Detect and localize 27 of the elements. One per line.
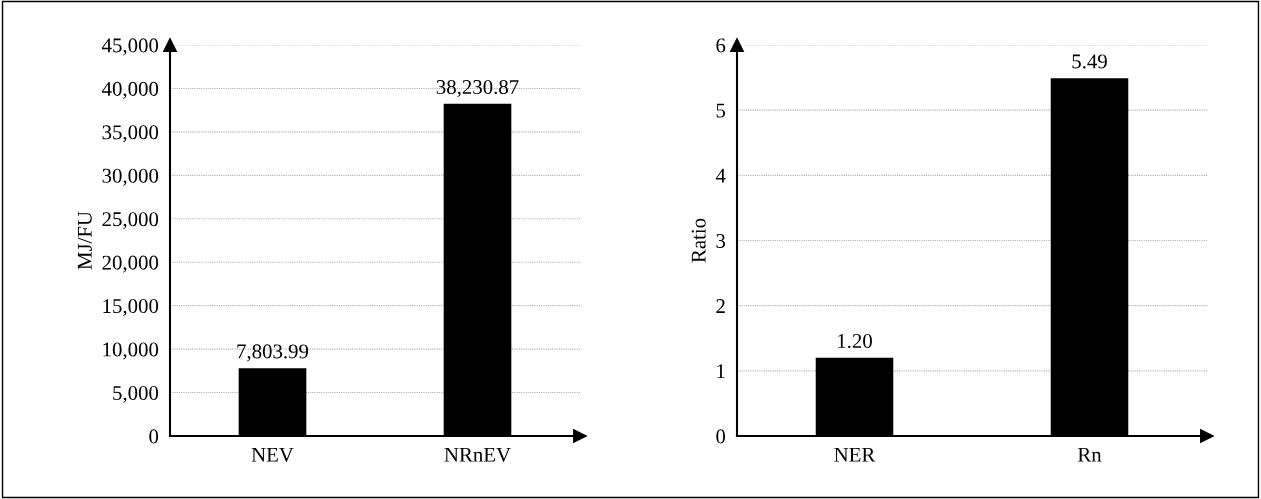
y-tick-label: 45,000 <box>102 38 159 56</box>
y-tick-label: 1 <box>717 364 725 379</box>
x-tick-label: Rn <box>1077 447 1102 462</box>
x-tick-label: NER <box>834 447 876 462</box>
x-tick-label: NRnEV <box>444 447 511 462</box>
data-label: 1.20 <box>838 333 872 349</box>
y-tick-label: 30,000 <box>102 168 159 186</box>
y-tick-label: 35,000 <box>102 125 159 143</box>
y-tick-label: 4 <box>715 168 726 183</box>
y-tick-label: 6 <box>716 38 726 53</box>
y-tick-label: 25,000 <box>102 212 159 230</box>
data-label: 38,230.87 <box>436 79 519 98</box>
y-tick-label: 2 <box>716 299 725 313</box>
y-tick-label: 20,000 <box>102 255 159 273</box>
y-tick-label: 5,000 <box>113 385 159 403</box>
y-tick-label: 3 <box>716 233 726 248</box>
y-tick-label: 40,000 <box>102 81 159 99</box>
x-tick-label: NEV <box>251 447 294 462</box>
y-tick-label: 0 <box>149 429 159 444</box>
y-tick-label: 0 <box>716 429 726 444</box>
data-label: 7,803.99 <box>237 344 309 362</box>
y-axis-title: Ratio <box>691 218 706 263</box>
y-tick-label: 15,000 <box>103 299 159 317</box>
y-tick-label: 5 <box>716 103 726 118</box>
y-axis-title: MJ/FU <box>77 211 92 270</box>
y-tick-label: 10,000 <box>103 342 159 360</box>
data-label: 5.49 <box>1072 54 1107 69</box>
